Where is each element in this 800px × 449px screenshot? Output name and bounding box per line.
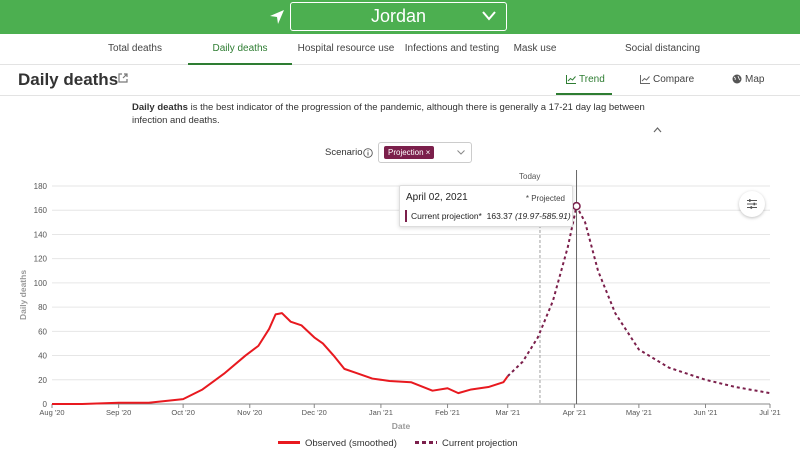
tab-daily-deaths[interactable]: Daily deaths [188, 34, 292, 65]
y-tick-label: 160 [34, 206, 48, 215]
x-tick-label: Dec '20 [302, 408, 327, 417]
top-bar: Jordan [0, 0, 800, 34]
x-tick-label: May '21 [626, 408, 652, 417]
tooltip-series-name: Current projection* [411, 211, 482, 221]
tab-infections-and-testing[interactable]: Infections and testing [404, 43, 500, 54]
y-tick-label: 0 [43, 400, 48, 409]
external-link-icon[interactable] [118, 73, 128, 83]
y-tick-label: 40 [38, 352, 47, 361]
scenario-select[interactable]: Projection × [378, 142, 472, 163]
y-tick-label: 120 [34, 255, 48, 264]
daily-deaths-chart: 0 20 40 60 80 100 120 140 160 180 Aug '20 Sep '20 Oc… [18, 170, 781, 431]
trend-icon [566, 75, 576, 84]
y-tick-label: 20 [38, 376, 47, 385]
chevron-down-icon [482, 11, 496, 21]
close-icon[interactable]: × [425, 148, 431, 157]
metric-tabs: Total deaths Daily deaths Hospital resou… [0, 34, 800, 65]
view-tab-compare[interactable]: Compare [640, 65, 694, 95]
tab-total-deaths[interactable]: Total deaths [108, 43, 162, 54]
tooltip-projected-note: * Projected [525, 194, 565, 203]
scenario-chip-label: Projection [388, 148, 424, 157]
y-axis-title: Daily deaths [18, 270, 28, 320]
description-bold: Daily deaths [132, 102, 188, 113]
tooltip-range: (19.97-585.91) [514, 211, 571, 221]
projection-series-line [507, 205, 771, 395]
location-arrow-icon[interactable] [268, 8, 286, 26]
country-label: Jordan [370, 6, 427, 26]
country-select[interactable]: Jordan [290, 2, 507, 31]
chart-tooltip: April 02, 2021 * Projected Current proje… [399, 185, 573, 227]
sliders-icon [747, 199, 757, 209]
x-tick-label: Jun '21 [694, 408, 718, 417]
y-tick-label: 180 [34, 182, 48, 191]
legend-observed[interactable]: Observed (smoothed) [278, 438, 397, 449]
legend-projection[interactable]: Current projection [415, 438, 518, 449]
y-tick-label: 60 [38, 327, 47, 336]
view-tab-trend-label: Trend [579, 74, 605, 85]
page-title: Daily deaths [18, 70, 119, 89]
x-tick-label: Nov '20 [237, 408, 262, 417]
legend-projection-label: Current projection [442, 438, 518, 449]
globe-icon [732, 74, 742, 84]
x-tick-label: Sep '20 [106, 408, 131, 417]
tab-mask-use[interactable]: Mask use [513, 43, 557, 54]
x-tick-label: Feb '21 [435, 408, 460, 417]
x-tick-label: Jul '21 [759, 408, 780, 417]
tooltip-date: April 02, 2021 [406, 192, 468, 203]
divider [0, 95, 800, 96]
y-tick-label: 100 [34, 279, 48, 288]
description-text: is the best indicator of the progression… [132, 102, 645, 126]
chart-settings-button[interactable] [739, 191, 765, 217]
y-tick-label: 80 [38, 303, 47, 312]
x-tick-label: Jan '21 [369, 408, 393, 417]
tab-hospital-resource-use[interactable]: Hospital resource use [297, 43, 395, 54]
tab-social-distancing[interactable]: Social distancing [624, 43, 701, 54]
scenario-chip[interactable]: Projection × [384, 146, 435, 159]
today-label: Today [519, 172, 541, 181]
x-tick-label: Apr '21 [563, 408, 587, 417]
y-tick-label: 140 [34, 230, 48, 239]
x-tick-label: Mar '21 [495, 408, 520, 417]
compare-icon [640, 75, 650, 84]
x-tick-label: Aug '20 [39, 408, 64, 417]
chevron-down-icon [457, 150, 465, 155]
legend-observed-swatch [278, 441, 300, 444]
chevron-up-icon[interactable] [653, 127, 662, 133]
observed-series-line [52, 312, 509, 405]
x-axis-title: Date [392, 421, 411, 431]
view-tab-compare-label: Compare [653, 74, 695, 85]
view-tab-map[interactable]: Map [732, 65, 764, 95]
hover-point [572, 201, 581, 211]
view-tab-map-label: Map [745, 74, 765, 85]
view-tab-trend[interactable]: Trend [556, 65, 612, 95]
scenario-label: Scenario [325, 147, 363, 158]
tooltip-value: 163.37 [486, 211, 513, 221]
x-tick-label: Oct '20 [171, 408, 195, 417]
description: Daily deaths is the best indicator of th… [132, 101, 672, 127]
legend-observed-label: Observed (smoothed) [305, 438, 397, 449]
info-icon[interactable] [363, 148, 373, 158]
tooltip-series-swatch [405, 210, 407, 222]
legend-projection-swatch [415, 441, 437, 444]
tooltip-value-line: Current projection* 163.37 (19.97-585.91… [411, 211, 571, 221]
